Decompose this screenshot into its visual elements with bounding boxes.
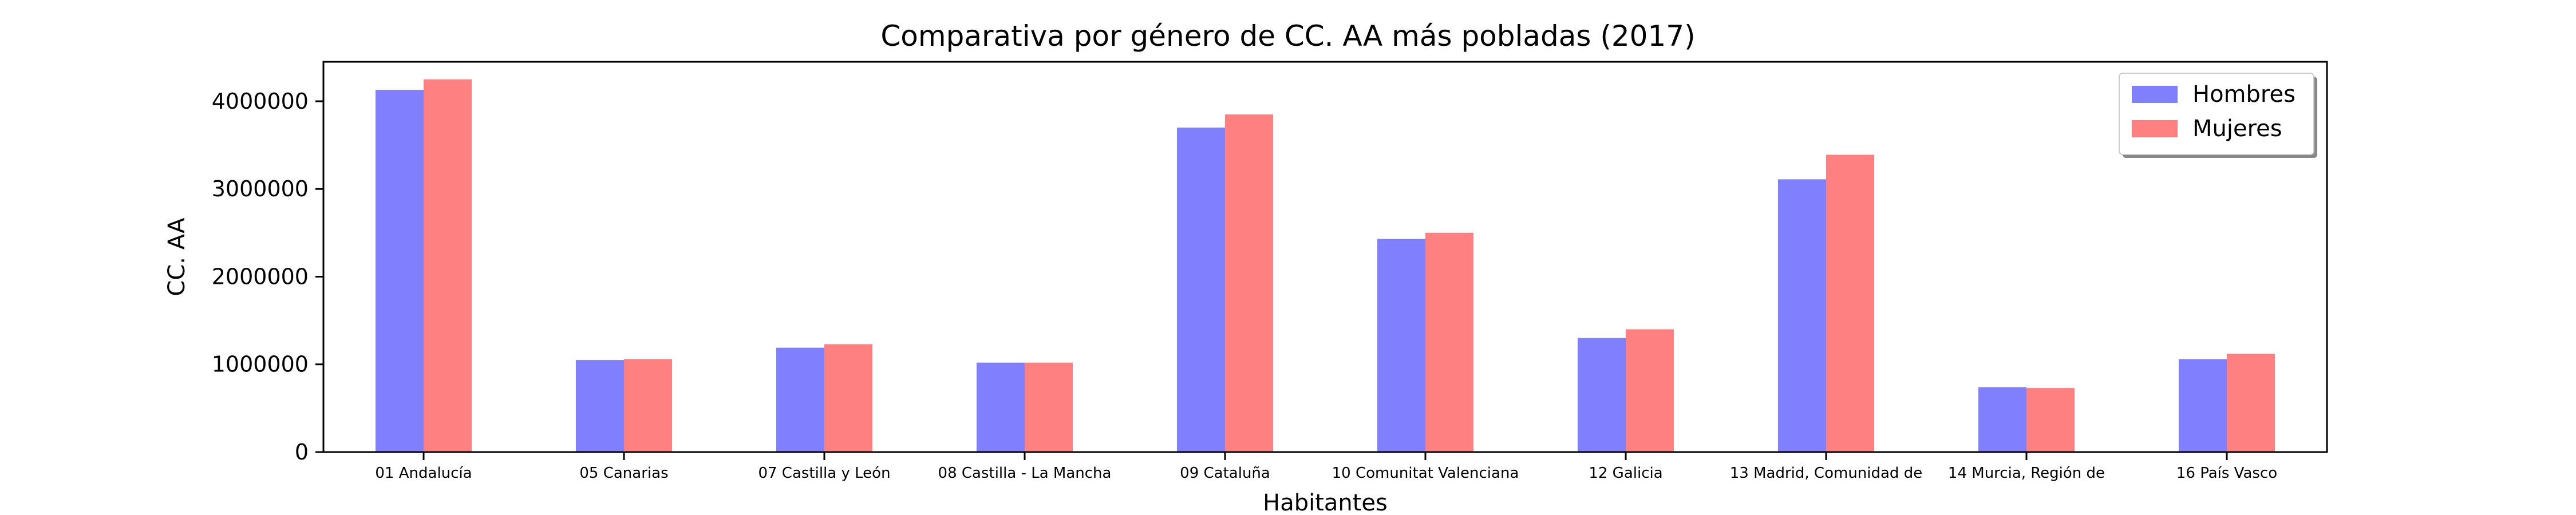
y-axis-label: CC. AA	[164, 217, 190, 296]
bar-mujeres-9	[2227, 354, 2275, 452]
y-tick-label: 0	[295, 439, 309, 465]
bar-hombres-7	[1778, 179, 1826, 452]
bar-mujeres-1	[624, 359, 672, 452]
y-tick-label: 3000000	[212, 176, 309, 201]
x-tick-label: 12 Galicia	[1589, 465, 1662, 482]
plot-area-frame	[322, 61, 2328, 453]
y-tick-label: 4000000	[212, 89, 309, 114]
y-tick-label: 2000000	[212, 264, 309, 289]
bar-mujeres-8	[2026, 388, 2075, 452]
x-axis-label: Habitantes	[1263, 490, 1388, 515]
bar-hombres-8	[1978, 387, 2026, 452]
x-tick-label: 13 Madrid, Comunidad de	[1730, 465, 1922, 482]
legend-label-mujeres: Mujeres	[2192, 116, 2282, 142]
y-tick-label: 1000000	[212, 352, 309, 377]
x-tick-label: 16 País Vasco	[2176, 465, 2277, 482]
bar-hombres-2	[776, 347, 824, 452]
bar-hombres-9	[2179, 359, 2227, 452]
x-axis-ticks: 01 Andalucía 05 Canarias 07 Castilla y Leó…	[375, 452, 2277, 482]
x-tick-label: 08 Castilla - La Mancha	[938, 465, 1112, 482]
bar-mujeres-2	[824, 344, 872, 452]
bar-mujeres-4	[1225, 114, 1273, 452]
bar-hombres-0	[376, 90, 424, 452]
y-axis-ticks: 0 1000000 2000000 3000000 4000000	[212, 89, 323, 465]
x-tick-label: 05 Canarias	[579, 465, 668, 482]
legend: Hombres Mujeres	[2119, 73, 2317, 158]
bar-mujeres-0	[424, 79, 472, 453]
bar-hombres-3	[977, 362, 1025, 452]
bar-mujeres-7	[1826, 154, 1874, 452]
bar-mujeres-5	[1425, 232, 1473, 452]
bar-hombres-1	[576, 360, 624, 452]
bar-hombres-5	[1377, 239, 1425, 452]
bar-mujeres-6	[1626, 329, 1674, 452]
x-tick-label: 07 Castilla y León	[758, 465, 890, 482]
legend-swatch-mujeres	[2132, 120, 2178, 137]
x-tick-label: 01 Andalucía	[375, 465, 472, 482]
legend-swatch-hombres	[2132, 86, 2178, 103]
x-tick-label: 10 Comunitat Valenciana	[1332, 465, 1519, 482]
chart-title: Comparativa por género de CC. AA más pob…	[880, 19, 1695, 53]
bars-group	[376, 79, 2275, 453]
x-tick-label: 14 Murcia, Región de	[1948, 465, 2105, 482]
x-tick-label: 09 Cataluña	[1180, 465, 1270, 482]
bar-hombres-4	[1177, 127, 1225, 452]
legend-label-hombres: Hombres	[2192, 81, 2296, 108]
bar-mujeres-3	[1025, 362, 1073, 452]
bar-hombres-6	[1578, 338, 1626, 452]
